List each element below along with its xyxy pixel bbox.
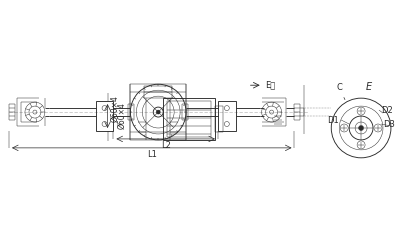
Bar (215, 106, 223, 132)
Text: E: E (366, 82, 372, 92)
Text: Ø60×4: Ø60×4 (118, 102, 126, 130)
Text: Ø60×4: Ø60×4 (110, 95, 120, 122)
Text: D1: D1 (328, 116, 339, 124)
Circle shape (359, 126, 364, 130)
Bar (167, 101, 211, 137)
Circle shape (156, 110, 160, 114)
Bar (96, 101, 114, 131)
Text: C: C (336, 83, 345, 100)
Text: L2: L2 (161, 141, 171, 150)
Bar (130, 84, 186, 140)
Text: D3: D3 (383, 120, 395, 128)
Bar (218, 101, 236, 131)
Bar (144, 86, 172, 98)
Text: D2: D2 (381, 106, 393, 114)
Text: E向: E向 (265, 81, 275, 90)
Text: L1: L1 (147, 150, 157, 159)
Bar (163, 98, 215, 140)
